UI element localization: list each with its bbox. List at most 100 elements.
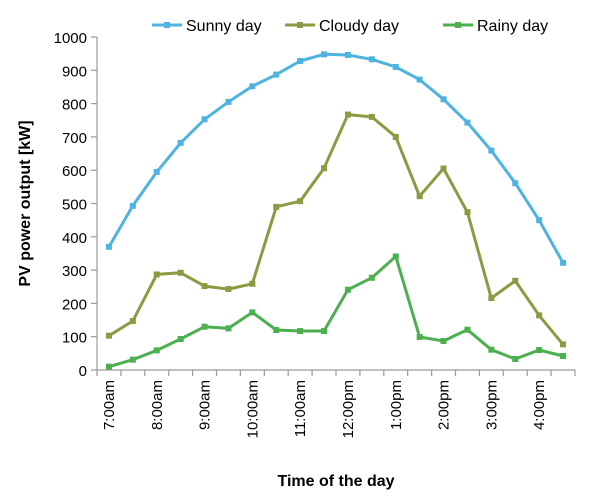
series-line-rainy-day xyxy=(108,254,564,369)
data-point xyxy=(416,334,423,341)
y-tick-label: 400 xyxy=(62,230,87,247)
data-point xyxy=(225,286,232,293)
data-point xyxy=(560,259,567,266)
data-point xyxy=(440,96,447,103)
data-point xyxy=(488,295,495,302)
data-point xyxy=(177,336,184,343)
x-tick-label: 8:00am xyxy=(149,380,166,430)
y-tick-label: 700 xyxy=(62,130,87,147)
x-tick-label: 4:00pm xyxy=(531,380,548,430)
series-line-cloudy-day xyxy=(108,113,565,346)
data-point xyxy=(201,323,208,330)
data-point xyxy=(153,168,160,175)
x-tick-label: 11:00am xyxy=(292,380,309,437)
data-point xyxy=(129,202,136,209)
data-point xyxy=(560,353,567,360)
x-tick-label: 10:00am xyxy=(244,380,261,438)
data-point xyxy=(201,283,208,290)
data-point xyxy=(368,56,375,63)
data-point xyxy=(512,356,519,363)
data-point xyxy=(105,243,112,250)
data-point xyxy=(440,338,447,345)
data-point xyxy=(249,309,256,316)
legend-marker xyxy=(297,22,303,28)
data-point xyxy=(153,271,160,278)
data-point xyxy=(416,76,423,83)
y-tick-label: 0 xyxy=(79,363,87,380)
data-point xyxy=(368,113,375,120)
data-point xyxy=(297,57,304,64)
x-tick-label: 3:00pm xyxy=(483,380,500,430)
data-point xyxy=(464,326,471,333)
data-point xyxy=(560,341,567,348)
data-point xyxy=(321,165,328,172)
y-tick-label: 900 xyxy=(62,63,87,80)
x-tick-label: 12:00pm xyxy=(340,380,357,438)
data-point xyxy=(129,356,136,363)
data-point xyxy=(153,347,160,354)
data-point xyxy=(392,133,399,140)
data-point xyxy=(368,274,375,281)
data-point xyxy=(416,193,423,200)
series-rainy-day xyxy=(105,253,567,370)
series-layer xyxy=(105,51,567,370)
x-tick-label: 7:00am xyxy=(101,380,118,430)
data-point xyxy=(488,346,495,353)
data-point xyxy=(392,63,399,70)
data-point xyxy=(321,328,328,335)
y-axis-title: PV power output [kW] xyxy=(17,120,34,286)
data-point xyxy=(536,312,543,319)
data-point xyxy=(392,253,399,260)
data-point xyxy=(249,83,256,90)
data-point xyxy=(249,280,256,287)
y-tick-label: 1000 xyxy=(54,30,87,47)
data-point xyxy=(344,111,351,118)
data-point xyxy=(344,286,351,293)
data-point xyxy=(536,347,543,354)
legend-label: Rainy day xyxy=(477,18,548,35)
data-point xyxy=(488,147,495,154)
data-point xyxy=(177,139,184,146)
data-point xyxy=(344,51,351,58)
x-axis-ticks: 7:00am 8:00am 9:00am 10:00am 11:00am 12:00pm 1… xyxy=(96,370,576,438)
x-axis-title: Time of the day xyxy=(277,473,394,490)
data-point xyxy=(297,198,304,205)
data-point xyxy=(440,165,447,172)
legend-label: Sunny day xyxy=(186,18,262,35)
data-point xyxy=(321,51,328,58)
legend-label: Cloudy day xyxy=(319,18,399,35)
data-point xyxy=(464,209,471,216)
data-point xyxy=(297,328,304,335)
legend-item-cloudy-day: Cloudy day xyxy=(285,18,399,35)
series-line-sunny-day xyxy=(107,52,565,264)
data-point xyxy=(105,332,112,339)
x-tick-label: 9:00am xyxy=(197,380,214,430)
data-point xyxy=(464,119,471,126)
y-tick-label: 300 xyxy=(62,263,87,280)
y-tick-label: 100 xyxy=(62,330,87,347)
data-point xyxy=(225,98,232,105)
y-tick-label: 200 xyxy=(62,296,87,313)
y-axis-ticks: 0 100 200 300 400 500 600 700 800 900 1000 xyxy=(54,30,97,380)
data-point xyxy=(512,277,519,284)
y-tick-label: 800 xyxy=(62,97,87,114)
data-point xyxy=(273,71,280,78)
legend-marker xyxy=(455,22,461,28)
data-point xyxy=(273,327,280,334)
x-tick-label: 1:00pm xyxy=(388,380,405,430)
data-point xyxy=(536,217,543,224)
data-point xyxy=(225,325,232,332)
legend-item-rainy-day: Rainy day xyxy=(443,18,548,35)
y-tick-label: 500 xyxy=(62,197,87,214)
data-point xyxy=(273,203,280,210)
legend-marker xyxy=(164,22,170,28)
series-cloudy-day xyxy=(105,111,567,348)
data-point xyxy=(129,318,136,325)
legend: Sunny day Cloudy day Rainy day xyxy=(152,18,548,35)
y-tick-label: 600 xyxy=(62,163,87,180)
data-point xyxy=(512,180,519,187)
data-point xyxy=(105,363,112,370)
data-point xyxy=(177,269,184,276)
x-tick-label: 2:00pm xyxy=(436,380,453,430)
